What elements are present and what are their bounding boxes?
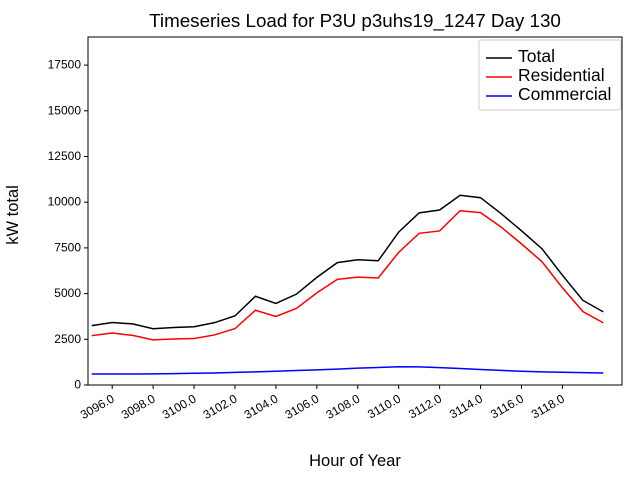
svg-text:3106.0: 3106.0 (283, 391, 322, 422)
svg-text:0: 0 (74, 378, 81, 392)
svg-text:kW total: kW total (4, 185, 22, 245)
svg-text:3098.0: 3098.0 (119, 391, 158, 422)
svg-text:Hour of Year: Hour of Year (309, 452, 401, 470)
svg-text:3114.0: 3114.0 (447, 391, 485, 421)
svg-text:10000: 10000 (48, 195, 82, 209)
svg-text:3100.0: 3100.0 (160, 391, 199, 422)
svg-text:2500: 2500 (54, 332, 81, 346)
svg-text:17500: 17500 (48, 58, 82, 72)
svg-text:Timeseries Load for P3U p3uhs1: Timeseries Load for P3U p3uhs19_1247 Day… (149, 10, 561, 32)
svg-text:3102.0: 3102.0 (201, 391, 240, 422)
svg-text:3108.0: 3108.0 (323, 391, 362, 422)
svg-text:Total: Total (518, 46, 555, 66)
svg-text:3118.0: 3118.0 (529, 391, 567, 421)
svg-text:3104.0: 3104.0 (242, 391, 281, 422)
svg-text:3116.0: 3116.0 (488, 391, 526, 421)
svg-text:Commercial: Commercial (518, 84, 611, 104)
svg-text:12500: 12500 (48, 149, 82, 163)
svg-text:3096.0: 3096.0 (78, 391, 117, 422)
svg-text:3110.0: 3110.0 (365, 391, 403, 421)
svg-text:5000: 5000 (54, 286, 81, 300)
svg-text:Residential: Residential (518, 65, 605, 85)
svg-text:15000: 15000 (48, 103, 82, 117)
svg-text:7500: 7500 (54, 240, 81, 254)
svg-text:3112.0: 3112.0 (406, 391, 444, 421)
